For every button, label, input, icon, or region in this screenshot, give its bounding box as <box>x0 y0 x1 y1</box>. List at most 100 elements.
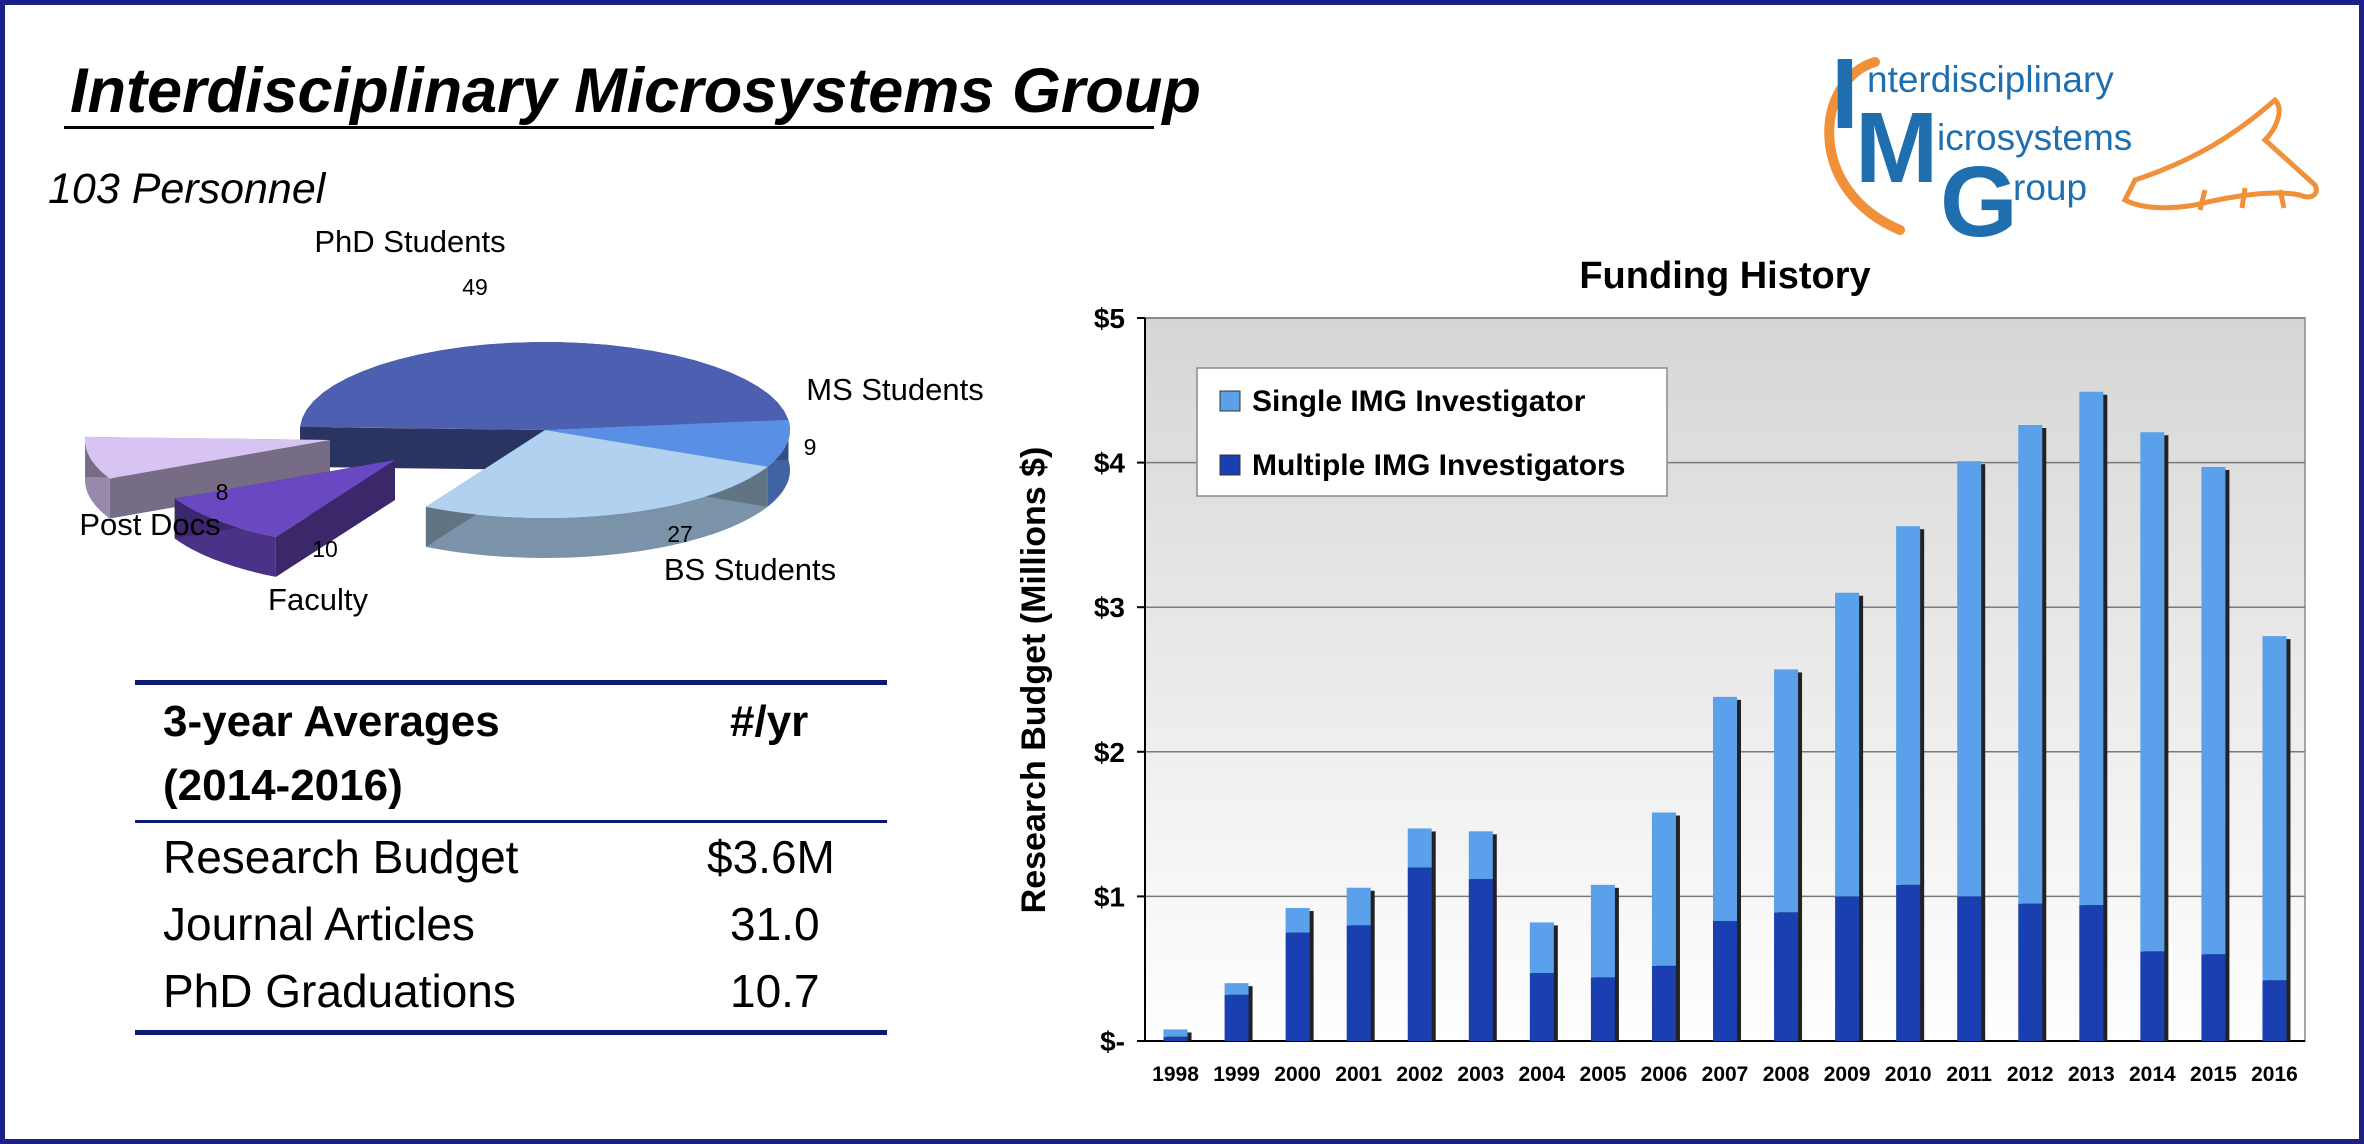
bar-multiple-2003 <box>1468 879 1493 1041</box>
bar-multiple-2009 <box>1835 896 1860 1041</box>
bar-multiple-2012 <box>2018 903 2043 1041</box>
x-tick-label: 2006 <box>1641 1063 1688 1086</box>
legend-label: Multiple IMG Investigators <box>1252 449 1625 482</box>
x-tick-label: 2016 <box>2251 1063 2298 1086</box>
pie-category-label: PhD Students <box>314 230 505 259</box>
table-row-label: Journal Articles <box>163 898 475 950</box>
table-row-value: 31.0 <box>730 898 820 950</box>
y-tick-label: $3 <box>1094 592 1125 623</box>
table-row-label: PhD Graduations <box>163 965 516 1017</box>
x-tick-label: 2009 <box>1824 1063 1871 1086</box>
logo-initial-g: G <box>1940 146 2018 258</box>
pie-slice-faculty <box>174 460 395 577</box>
title-underline <box>64 126 1154 129</box>
bar-single-1999 <box>1224 983 1249 995</box>
x-tick-label: 2005 <box>1580 1063 1627 1086</box>
pie-category-label: Faculty <box>268 582 368 617</box>
bar-single-2005 <box>1590 884 1615 978</box>
legend-box <box>1196 367 1668 497</box>
x-tick-label: 2010 <box>1885 1063 1932 1086</box>
averages-header-line2: (2014-2016) <box>163 761 403 810</box>
table-row-value: 10.7 <box>730 965 820 1017</box>
bar-single-2009 <box>1835 592 1860 897</box>
logo-word-3: roup <box>2013 167 2088 208</box>
chart-legend: Single IMG Investigator Multiple IMG Inve… <box>1196 367 1668 497</box>
pie-value-label: 49 <box>462 274 488 300</box>
table-row-value: $3.6M <box>707 831 835 883</box>
x-tick-label: 2008 <box>1763 1063 1810 1086</box>
x-tick-label: 1998 <box>1152 1063 1199 1086</box>
legend-swatch <box>1219 390 1241 412</box>
bar-multiple-2008 <box>1774 912 1799 1041</box>
pie-category-label: Post Docs <box>79 507 220 542</box>
legend-swatch <box>1219 454 1241 476</box>
table-header-rule <box>135 820 887 823</box>
bar-single-2011 <box>1957 461 1982 897</box>
x-tick-label: 2011 <box>1946 1063 1992 1086</box>
bar-single-2013 <box>2079 391 2104 906</box>
bar-multiple-2011 <box>1957 896 1982 1041</box>
bar-single-2001 <box>1346 887 1371 926</box>
x-tick-label: 2003 <box>1457 1063 1504 1086</box>
logo-initial-i: I <box>1831 38 1859 150</box>
bar-multiple-1998 <box>1163 1036 1188 1041</box>
y-tick-label: $4 <box>1094 448 1126 479</box>
chart-title: Funding History <box>1579 255 1870 297</box>
legend-label: Single IMG Investigator <box>1252 385 1586 418</box>
bar-multiple-2001 <box>1346 925 1371 1041</box>
table-row-label: Research Budget <box>163 831 519 883</box>
x-tick-label: 2013 <box>2068 1063 2115 1086</box>
bar-single-2004 <box>1529 922 1554 974</box>
logo-swoosh-icon <box>1824 57 2319 235</box>
pie-value-label: 9 <box>804 434 817 460</box>
y-tick-label: $- <box>1100 1026 1125 1057</box>
bar-multiple-2004 <box>1529 973 1554 1041</box>
pie-slice-post-docs <box>85 436 330 519</box>
bar-multiple-2016 <box>2262 980 2287 1041</box>
bar-single-2002 <box>1407 828 1432 868</box>
bar-multiple-2006 <box>1651 965 1676 1041</box>
logo-initial-m: M <box>1855 92 1939 204</box>
pie-value-label: 10 <box>312 536 338 562</box>
x-tick-label: 2002 <box>1396 1063 1443 1086</box>
personnel-pie-chart: PhD Students 49 MS Students 9 BS Students 27 F… <box>79 230 983 617</box>
averages-header-label: 3-year Averages (2014-2016) <box>163 690 500 818</box>
pie-category-label: BS Students <box>664 552 836 587</box>
y-tick-label: $5 <box>1094 303 1125 334</box>
y-tick-label: $2 <box>1094 737 1125 768</box>
x-tick-label: 2000 <box>1274 1063 1321 1086</box>
bar-multiple-2014 <box>2140 951 2165 1041</box>
bar-single-2000 <box>1285 907 1310 933</box>
bar-multiple-2015 <box>2201 954 2226 1041</box>
bar-single-2008 <box>1774 669 1799 913</box>
page-title: Interdisciplinary Microsystems Group <box>70 56 1201 126</box>
bar-multiple-2007 <box>1713 920 1737 1041</box>
x-tick-label: 1999 <box>1213 1063 1260 1086</box>
bar-single-2007 <box>1713 696 1737 921</box>
logo-word-2: icrosystems <box>1937 117 2133 158</box>
averages-header-line1: 3-year Averages <box>163 697 500 746</box>
bar-multiple-2002 <box>1407 867 1432 1041</box>
logo-word-1: nterdisciplinary <box>1867 59 2114 100</box>
averages-header-value: #/yr <box>730 697 809 746</box>
bar-multiple-2013 <box>2079 905 2104 1041</box>
pie-value-label: 27 <box>667 521 693 547</box>
pie-slice-bs-students <box>425 430 768 558</box>
img-logo: I nterdisciplinary M icrosystems G roup <box>1805 38 2325 258</box>
bar-single-2016 <box>2262 636 2287 981</box>
bar-multiple-2000 <box>1285 932 1310 1041</box>
x-tick-label: 2015 <box>2190 1063 2237 1086</box>
x-tick-label: 2004 <box>1518 1063 1565 1086</box>
bar-single-2015 <box>2201 466 2226 955</box>
table-bottom-rule <box>135 1030 887 1035</box>
bar-single-1998 <box>1163 1029 1188 1037</box>
bar-single-2010 <box>1896 526 1921 885</box>
pie-category-label: MS Students <box>806 372 983 407</box>
personnel-count: 103 Personnel <box>48 165 326 213</box>
table-top-rule <box>135 680 887 685</box>
bar-multiple-2005 <box>1590 977 1615 1041</box>
x-tick-label: 2014 <box>2129 1063 2176 1086</box>
bar-single-2014 <box>2140 432 2165 952</box>
bar-multiple-1999 <box>1224 994 1249 1041</box>
